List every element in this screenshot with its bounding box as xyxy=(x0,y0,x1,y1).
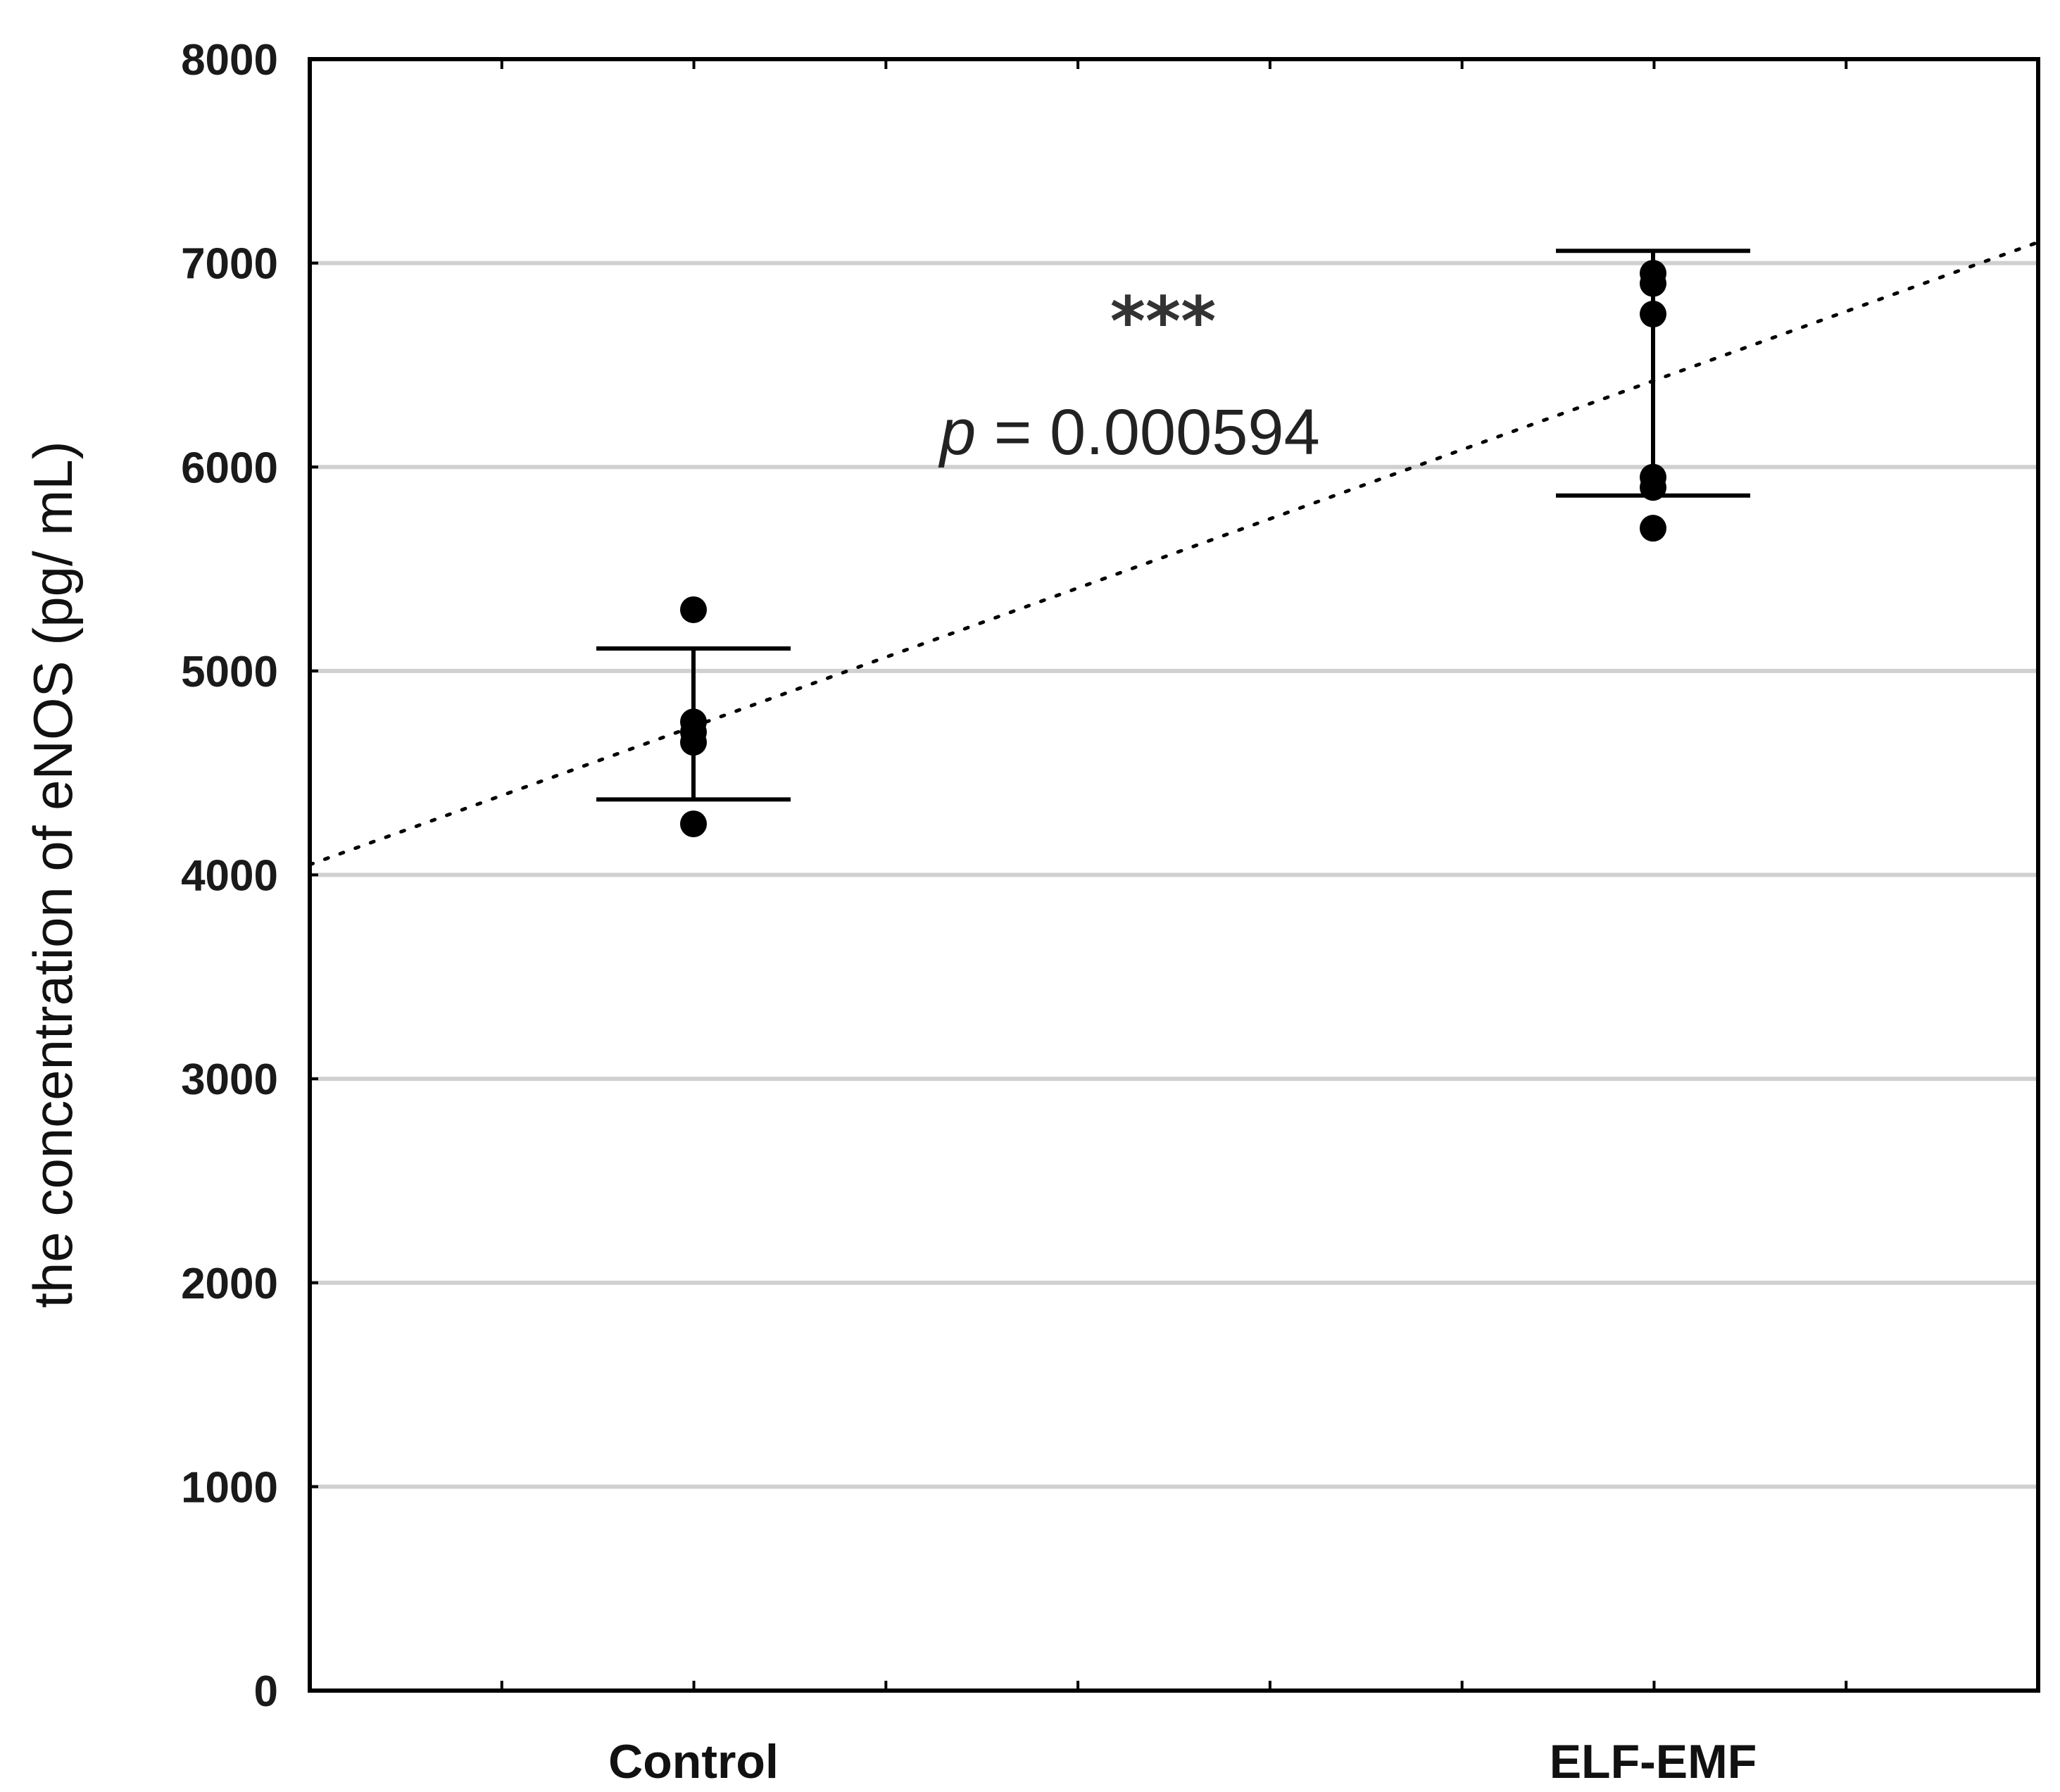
y-tick-label-4000: 4000 xyxy=(181,852,278,901)
x-axis-ticks xyxy=(500,59,1848,1691)
data-point-ELF-EMF-3 xyxy=(1640,301,1666,328)
p-value-text: = 0.000594 xyxy=(976,396,1320,468)
y-tick-label-0: 0 xyxy=(254,1667,278,1716)
data-point-Control-1 xyxy=(680,596,707,623)
y-tick-label-2000: 2000 xyxy=(181,1260,278,1308)
y-tick-label-3000: 3000 xyxy=(181,1055,278,1104)
p-value-annotation: p = 0.000594 xyxy=(938,396,1320,468)
data-point-ELF-EMF-2 xyxy=(1640,270,1666,297)
trend-line xyxy=(308,241,2039,867)
data-points xyxy=(680,260,1666,838)
x-category-label-1: Control xyxy=(608,1735,779,1788)
data-point-Control-5 xyxy=(680,810,707,838)
data-point-ELF-EMF-5 xyxy=(1640,474,1666,501)
gridlines xyxy=(310,261,2038,1489)
y-axis-title: the concentration of eNOS (pg/ mL) xyxy=(22,441,84,1308)
x-category-label-2: ELF-EMF xyxy=(1550,1735,1757,1788)
y-tick-label-6000: 6000 xyxy=(181,444,278,492)
data-point-ELF-EMF-6 xyxy=(1640,515,1666,542)
y-tick-label-7000: 7000 xyxy=(181,240,278,289)
y-tick-label-5000: 5000 xyxy=(181,648,278,696)
y-tick-labels: 0 1000 2000 3000 4000 5000 6000 7000 8000 xyxy=(181,36,278,1716)
p-value-symbol: p xyxy=(938,396,976,468)
x-category-labels: Control ELF-EMF xyxy=(608,1735,1757,1788)
y-tick-label-8000: 8000 xyxy=(181,36,278,84)
y-axis-ticks xyxy=(310,58,318,1692)
data-point-Control-4 xyxy=(680,729,707,756)
significance-stars: *** xyxy=(1110,282,1217,361)
y-tick-label-1000: 1000 xyxy=(181,1463,278,1512)
trend-line-group xyxy=(308,241,2039,867)
